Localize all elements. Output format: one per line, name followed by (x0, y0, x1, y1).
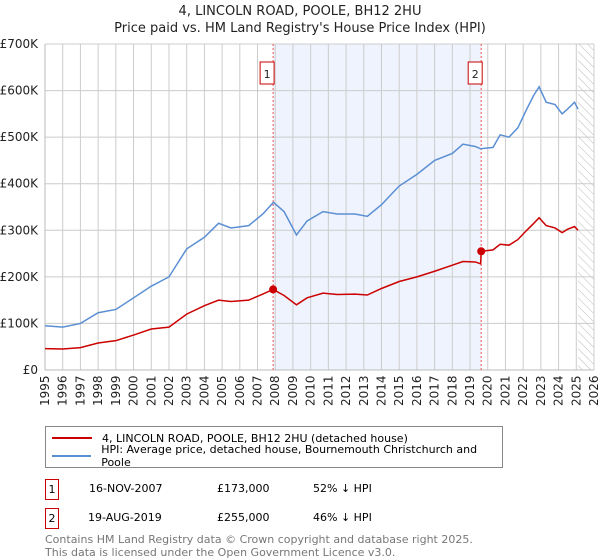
sale-marker-badge: 2 (45, 508, 59, 529)
x-tick-label: 2023 (534, 375, 548, 406)
legend: 4, LINCOLN ROAD, POOLE, BH12 2HU (detach… (45, 426, 503, 469)
sale-label: 2 (472, 68, 479, 81)
sale-label-box (259, 61, 275, 85)
x-tick-label: 2016 (410, 375, 424, 406)
x-tick-label: 2025 (569, 375, 583, 406)
sale-hpi-diff: 52% ↓ HPI (313, 482, 372, 495)
sale-label: 1 (264, 68, 271, 81)
shaded-period (273, 44, 482, 370)
y-tick-label: £600K (0, 84, 39, 98)
x-tick-label: 2010 (304, 375, 318, 406)
x-tick-label: 2012 (339, 375, 353, 406)
x-tick-label: 2015 (392, 375, 406, 406)
y-tick-label: £200K (0, 270, 39, 284)
x-tick-label: 2018 (445, 375, 459, 406)
x-tick-label: 2020 (481, 375, 495, 406)
y-tick-label: £500K (0, 130, 39, 144)
hpi-line (44, 85, 579, 328)
sale-label-box (467, 61, 483, 85)
sale-point (477, 247, 486, 256)
legend-label: HPI: Average price, detached house, Bour… (101, 443, 478, 469)
sale-date: 16-NOV-2007 (89, 482, 163, 495)
x-tick-label: 2007 (251, 375, 265, 406)
footer: Contains HM Land Registry data © Crown c… (45, 533, 473, 559)
y-tick-label: £100K (0, 316, 39, 330)
x-tick-label: 2001 (144, 375, 158, 406)
x-tick-label: 1999 (109, 375, 123, 406)
y-tick-label: £300K (0, 223, 39, 237)
x-tick-label: 2002 (162, 375, 176, 406)
x-tick-label: 2019 (463, 375, 477, 406)
x-tick-label: 2022 (516, 375, 530, 406)
chart-plot: 1995 1996 1997 1998 1999 2000 2001 2002 2003 2004… (0, 37, 600, 406)
chart-title: 4, LINCOLN ROAD, POOLE, BH12 2HU (178, 4, 422, 19)
price-paid-line (44, 216, 579, 350)
x-tick-label: 2008 (268, 375, 282, 406)
x-tick-label: 2005 (215, 375, 229, 406)
x-tick-label: 2014 (374, 375, 388, 406)
sale-price: £173,000 (217, 482, 270, 495)
legend-item-hpi: HPI: Average price, detached house, Bour… (52, 443, 502, 469)
legend-swatch (52, 437, 92, 439)
sale-price: £255,000 (217, 511, 270, 524)
x-tick-label: 1998 (91, 375, 105, 406)
x-tick-label: 2009 (286, 375, 300, 406)
x-tick-label: 2017 (428, 375, 442, 406)
chart-subtitle: Price paid vs. HM Land Registry's House … (114, 21, 486, 36)
y-tick-label: £400K (0, 177, 39, 191)
x-tick-label: 2003 (180, 375, 194, 406)
x-tick-label: 2026 (587, 375, 600, 406)
sale-marker-badge: 1 (45, 479, 59, 500)
sale-date: 19-AUG-2019 (88, 511, 162, 524)
legend-label: 4, LINCOLN ROAD, POOLE, BH12 2HU (detach… (102, 431, 408, 445)
sale-point (269, 285, 278, 294)
legend-item-property: 4, LINCOLN ROAD, POOLE, BH12 2HU (detach… (52, 430, 408, 446)
x-tick-label: 2006 (233, 375, 247, 406)
x-tick-label: 2024 (552, 375, 566, 406)
x-tick-label: 2013 (357, 375, 371, 406)
x-tick-label: 2021 (498, 375, 512, 406)
x-tick-label: 1995 (38, 375, 52, 406)
footer-line-2: This data is licensed under the Open Gov… (45, 546, 396, 559)
forecast-hatch (578, 44, 594, 370)
sale-hpi-diff: 46% ↓ HPI (313, 511, 372, 524)
x-tick-label: 1996 (56, 375, 70, 406)
x-tick-label: 2011 (321, 375, 335, 406)
legend-swatch (52, 455, 92, 457)
y-tick-label: £0 (23, 363, 38, 377)
x-tick-label: 1997 (73, 375, 87, 406)
x-tick-label: 2000 (127, 375, 141, 406)
footer-line-1: Contains HM Land Registry data © Crown c… (45, 533, 473, 546)
y-tick-label: £700K (0, 37, 39, 51)
x-tick-label: 2004 (197, 375, 211, 406)
